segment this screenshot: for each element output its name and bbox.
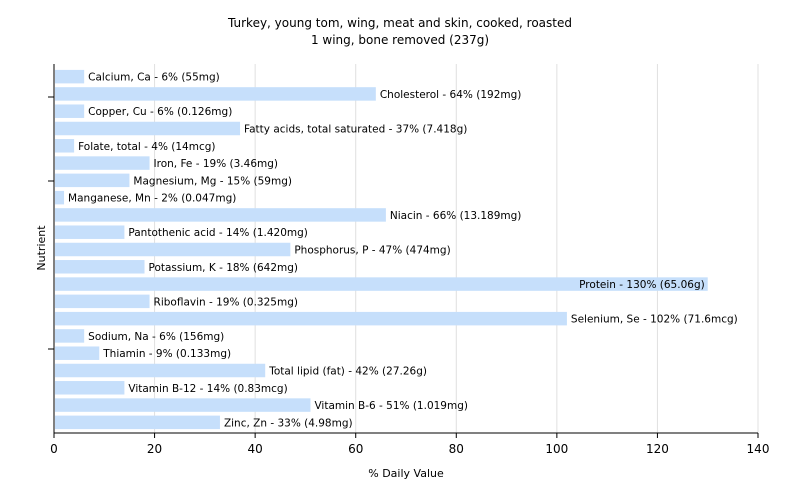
- bar: [55, 381, 125, 395]
- chart-title: Turkey, young tom, wing, meat and skin, …: [227, 16, 572, 30]
- bar: [55, 346, 100, 360]
- bars: Calcium, Ca - 6% (55mg) Cholesterol - 64%…: [55, 69, 738, 430]
- bar-label: Fatty acids, total saturated - 37% (7.41…: [244, 124, 467, 136]
- bar-label: Pantothenic acid - 14% (1.420mg): [128, 227, 307, 239]
- bar: [55, 190, 65, 205]
- bar-label: Zinc, Zn - 33% (4.98mg): [224, 417, 353, 429]
- bar: [55, 415, 220, 430]
- bar: [55, 139, 75, 153]
- bar: [55, 121, 241, 136]
- bar: [55, 173, 130, 188]
- bar-label: Selenium, Se - 102% (71.6mcg): [571, 314, 738, 326]
- bar: [55, 156, 150, 170]
- bar-label: Phosphorus, P - 47% (474mg): [294, 245, 450, 257]
- bar-label: Total lipid (fat) - 42% (27.26g): [268, 366, 427, 378]
- bar: [55, 398, 311, 412]
- x-tick-label: 60: [348, 442, 363, 456]
- bar: [55, 277, 708, 291]
- bar-label: Manganese, Mn - 2% (0.047mg): [68, 193, 236, 205]
- axes: 0 20 40 60 80 100 120 140: [48, 64, 769, 456]
- bar-label: Thiamin - 9% (0.133mg): [102, 348, 231, 360]
- bar-label: Vitamin B-6 - 51% (1.019mg): [314, 400, 468, 412]
- bar-label: Iron, Fe - 19% (3.46mg): [154, 158, 278, 170]
- x-axis-label: % Daily Value: [368, 467, 444, 480]
- bar-label: Calcium, Ca - 6% (55mg): [88, 72, 220, 84]
- bar-label: Sodium, Na - 6% (156mg): [88, 331, 224, 343]
- x-tick-label: 100: [545, 442, 568, 456]
- x-tick-label: 20: [147, 442, 162, 456]
- bar: [55, 329, 85, 343]
- bar-label: Niacin - 66% (13.189mg): [390, 210, 522, 222]
- x-tick-label: 120: [646, 442, 669, 456]
- bar: [55, 242, 291, 257]
- bar-label: Potassium, K - 18% (642mg): [149, 262, 299, 274]
- bar-label: Copper, Cu - 6% (0.126mg): [88, 106, 232, 118]
- bar: [55, 294, 150, 309]
- x-tick-label: 140: [747, 442, 770, 456]
- chart-subtitle: 1 wing, bone removed (237g): [311, 33, 489, 47]
- x-tick-label: 40: [248, 442, 263, 456]
- bar: [55, 363, 266, 378]
- bar: [55, 69, 85, 84]
- x-tick-label: 80: [449, 442, 464, 456]
- bar-label: Riboflavin - 19% (0.325mg): [154, 296, 298, 308]
- y-axis-label: Nutrient: [35, 225, 48, 271]
- bar: [55, 87, 376, 101]
- bar: [55, 311, 567, 326]
- bar-label: Vitamin B-12 - 14% (0.83mcg): [128, 383, 287, 395]
- bar-label: Cholesterol - 64% (192mg): [380, 89, 522, 101]
- bar-label: Folate, total - 4% (14mcg): [78, 141, 215, 153]
- bar-label: Magnesium, Mg - 15% (59mg): [133, 175, 292, 187]
- bar: [55, 260, 145, 274]
- bar-label: Protein - 130% (65.06g): [579, 279, 705, 291]
- gridlines: [154, 64, 759, 433]
- bar: [55, 104, 85, 118]
- x-tick-label: 0: [50, 442, 58, 456]
- bar: [55, 208, 386, 222]
- bar: [55, 225, 125, 239]
